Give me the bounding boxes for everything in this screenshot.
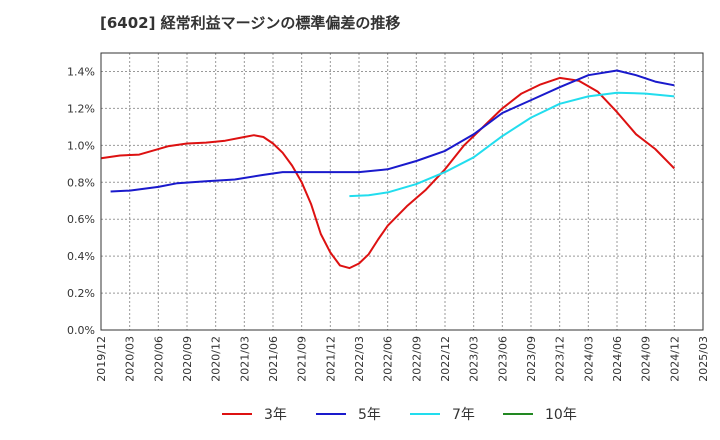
grid-lines [101, 53, 703, 330]
y-tick-label: 1.0% [67, 139, 95, 152]
x-tick-label: 2020/12 [210, 336, 223, 382]
y-tick-label: 1.2% [67, 102, 95, 115]
x-axis-ticks: 2019/12 2020/03 2020/06 2020/09 2020/12 2021/… [95, 336, 710, 382]
y-tick-label: 0.6% [67, 213, 95, 226]
x-tick-label: 2020/09 [181, 336, 194, 382]
x-tick-label: 2022/09 [410, 336, 423, 382]
y-tick-label: 0.2% [67, 287, 95, 300]
legend: 3年 5年 7年 10年 [222, 407, 577, 423]
x-tick-label: 2020/03 [124, 336, 137, 382]
series-line [349, 91, 675, 198]
x-tick-label: 2024/12 [668, 336, 681, 382]
x-tick-label: 2023/03 [468, 336, 481, 382]
plot-frame [100, 52, 704, 331]
x-tick-label: 2024/09 [640, 336, 653, 382]
series-line [100, 76, 676, 270]
x-tick-label: 2021/06 [267, 336, 280, 382]
x-tick-label: 2022/06 [382, 336, 395, 382]
x-tick-label: 2024/03 [582, 336, 595, 382]
x-tick-label: 2022/03 [353, 336, 366, 382]
x-tick-label: 2021/12 [324, 336, 337, 382]
y-tick-label: 0.4% [67, 250, 95, 263]
x-tick-label: 2024/06 [611, 336, 624, 382]
y-tick-label: 0.0% [67, 324, 95, 337]
x-tick-label: 2023/12 [554, 336, 567, 382]
x-tick-label: 2022/12 [439, 336, 452, 382]
x-tick-label: 2020/06 [152, 336, 165, 382]
x-tick-label: 2021/03 [238, 336, 251, 382]
x-tick-label: 2025/03 [697, 336, 710, 382]
x-tick-label: 2023/06 [496, 336, 509, 382]
legend-label: 3年 [264, 407, 287, 423]
y-tick-label: 0.8% [67, 176, 95, 189]
chart-title: [6402] 経常利益マージンの標準偏差の推移 [100, 14, 401, 32]
x-tick-label: 2023/09 [525, 336, 538, 382]
y-tick-label: 1.4% [67, 65, 95, 78]
y-axis-ticks: 0.0% 0.2% 0.4% 0.6% 0.8% 1.0% 1.2% 1.4% [67, 65, 95, 337]
x-tick-label: 2021/09 [296, 336, 309, 382]
x-tick-label: 2019/12 [95, 336, 108, 382]
series-line [110, 69, 675, 193]
legend-label: 10年 [545, 407, 577, 423]
series-lines [100, 69, 676, 270]
legend-label: 7年 [452, 407, 475, 423]
legend-label: 5年 [358, 407, 381, 423]
